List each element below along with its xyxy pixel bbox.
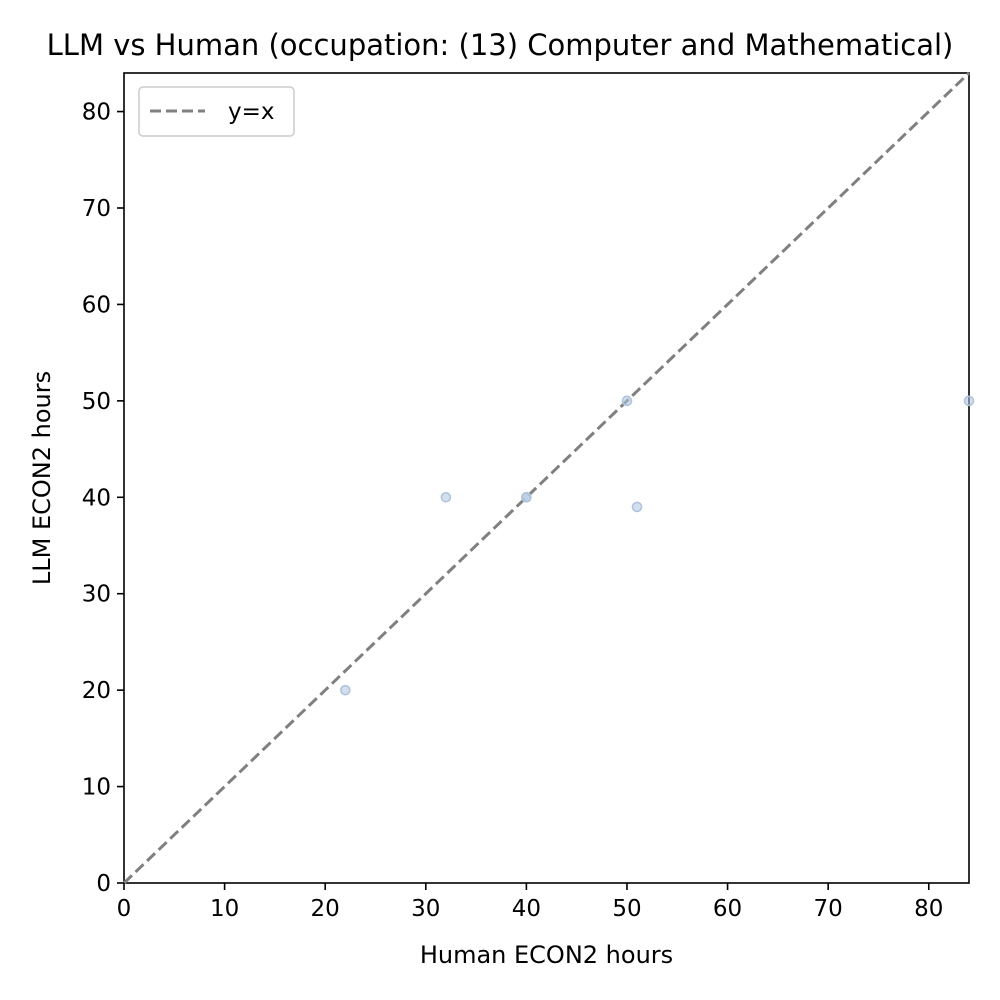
data-point-2 [440,491,452,503]
x-tick-label: 30 [411,896,440,922]
scatter-points [340,395,975,696]
plot-frame [123,72,970,884]
y-tick-label: 50 [82,389,111,415]
y-axis-ticks: 0 10 20 30 40 50 60 70 80 [82,100,124,897]
x-axis-ticks: 0 10 20 30 40 50 60 70 80 [117,883,943,922]
y-tick-label: 10 [82,775,111,801]
x-tick-label: 40 [512,896,541,922]
y-axis-label: LLM ECON2 hours [28,371,56,585]
x-tick-label: 20 [311,896,340,922]
data-point-1 [340,684,351,696]
x-tick-label: 10 [210,896,239,922]
x-axis-label: Human ECON2 hours [420,941,673,969]
plot-area [122,71,975,885]
data-point-6 [631,501,643,513]
y-tick-label: 80 [82,100,111,126]
y-tick-label: 20 [82,678,111,704]
y-tick-label: 0 [96,871,111,897]
x-tick-label: 50 [612,896,641,922]
legend-entry-label: y=x [228,99,275,125]
data-point-4 [521,491,532,503]
legend-box [138,86,295,137]
y-tick-label: 40 [82,485,111,511]
y-tick-label: 60 [82,292,111,318]
x-tick-label: 80 [914,896,943,922]
legend: y=x [138,86,295,137]
chart-title: LLM vs Human (occupation: (13) Computer … [47,28,954,62]
x-tick-label: 70 [814,896,843,922]
reference-line-y-equals-x [122,71,971,885]
y-tick-label: 30 [82,582,111,608]
y-tick-label: 70 [82,196,111,222]
data-point-5 [621,395,633,407]
x-tick-label: 60 [713,896,742,922]
x-tick-label: 0 [117,896,132,922]
data-point-7 [963,395,975,407]
